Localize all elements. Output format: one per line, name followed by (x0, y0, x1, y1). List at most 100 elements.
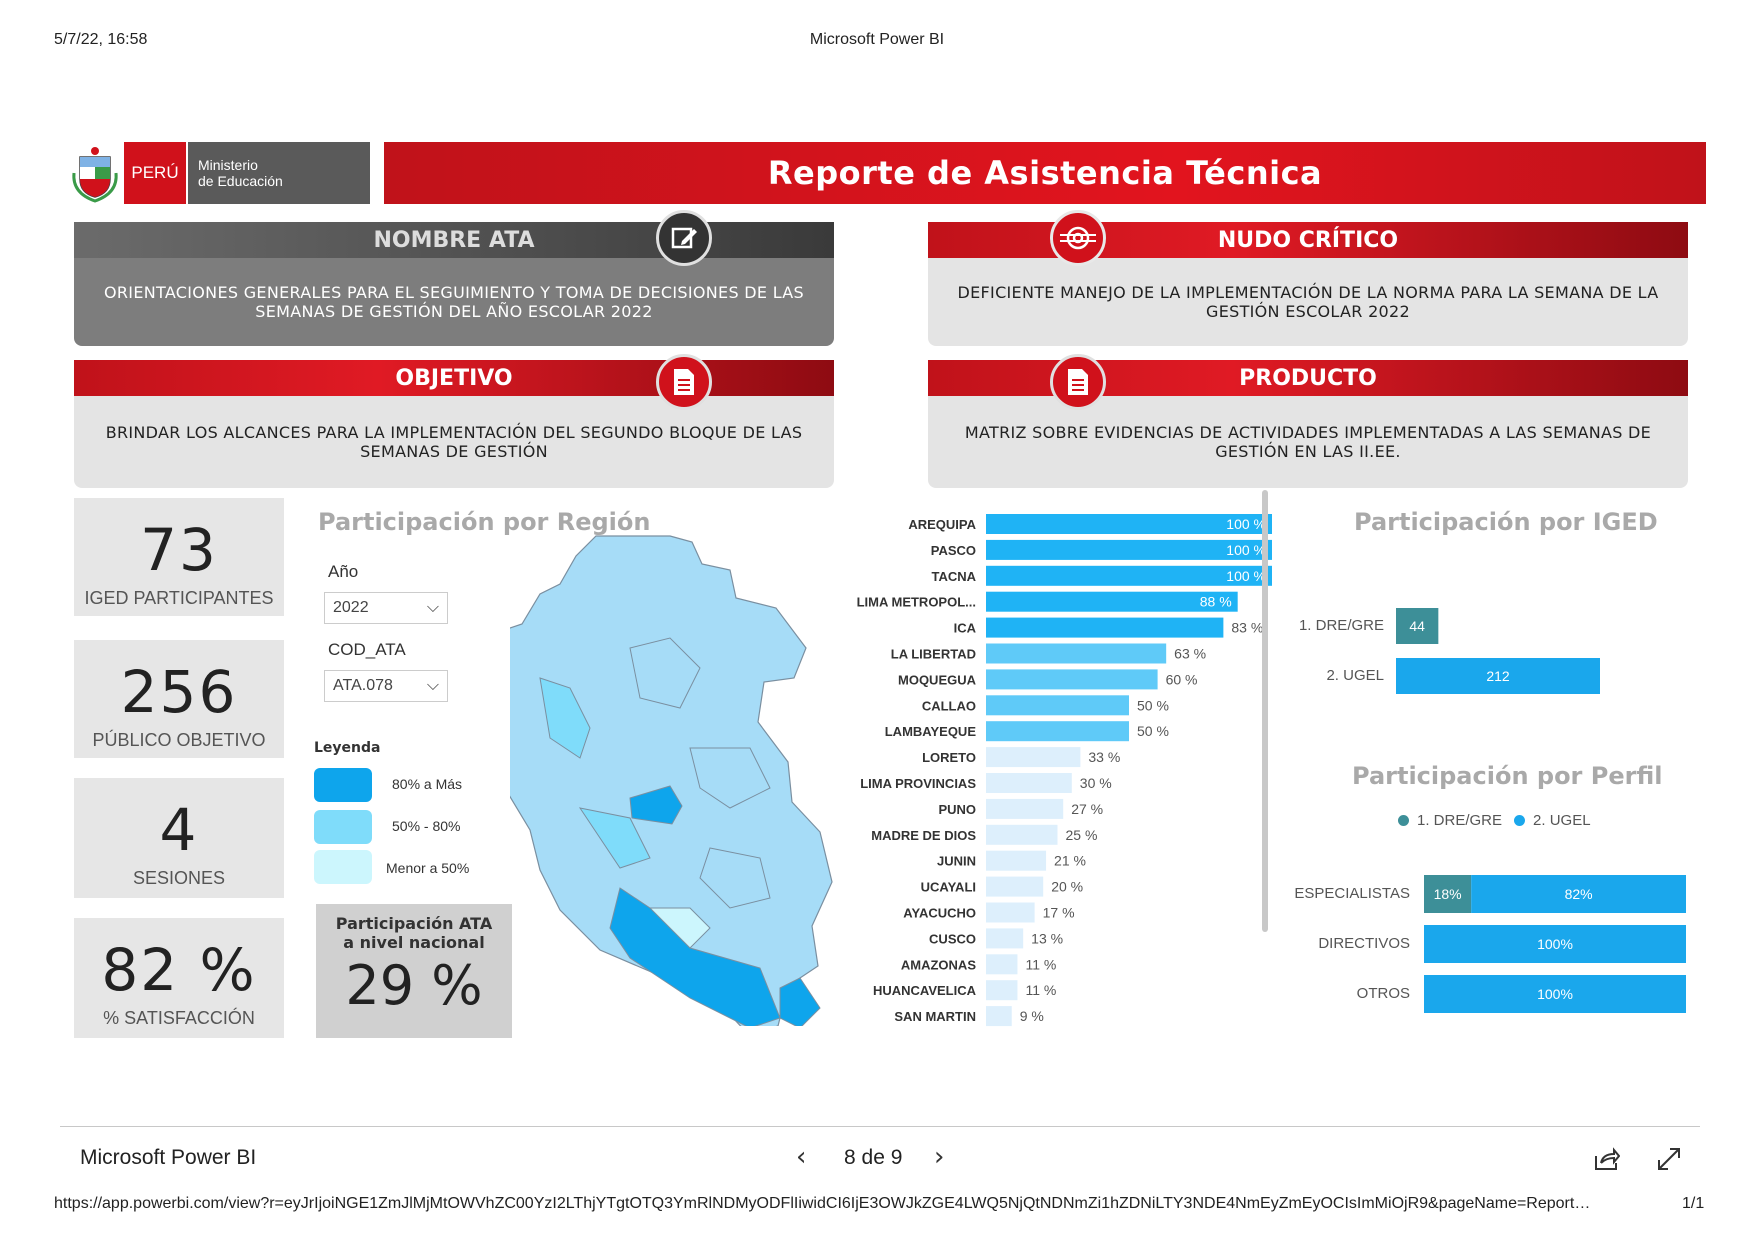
bar[interactable] (986, 669, 1158, 690)
category-label: MADRE DE DIOS (871, 828, 976, 843)
data-label: 20 % (1051, 879, 1083, 895)
kpi-label: PÚBLICO OBJETIVO (92, 730, 266, 750)
bar[interactable] (986, 591, 1238, 612)
data-label: 212 (1486, 668, 1510, 684)
print-title: Microsoft Power BI (809, 31, 945, 48)
bar[interactable] (986, 876, 1044, 897)
next-page-icon[interactable]: › (934, 1142, 945, 1172)
category-label: HUANCAVELICA (873, 983, 977, 998)
legend-dot (1514, 815, 1526, 826)
category-label: 2. UGEL (1326, 667, 1384, 684)
bar-segment[interactable] (1424, 925, 1686, 963)
ministry-line-1: Ministerio (198, 157, 258, 173)
bar[interactable] (986, 798, 1064, 819)
category-label: AYACUCHO (903, 906, 976, 921)
cod-ata-dropdown[interactable]: ATA.078 ⌵ (324, 670, 448, 702)
kpi-publico: 256 PÚBLICO OBJETIVO (74, 640, 284, 758)
bar[interactable] (986, 617, 1224, 638)
page-indicator: 8 de 9 (844, 1146, 903, 1169)
bar-segment[interactable] (1471, 875, 1686, 913)
data-label: 100% (1537, 936, 1573, 952)
bar[interactable] (986, 695, 1129, 716)
prev-page-icon[interactable]: ‹ (796, 1142, 807, 1172)
share-icon[interactable] (1592, 1146, 1620, 1172)
data-label: 21 % (1054, 853, 1086, 869)
year-label: Año (328, 562, 359, 581)
legend-label: 80% a Más (392, 776, 463, 792)
bar[interactable] (986, 824, 1058, 845)
category-label: TACNA (931, 569, 976, 584)
chevron-down-icon: ⌵ (426, 599, 439, 616)
category-label: MOQUEGUA (898, 672, 977, 687)
bar[interactable] (986, 954, 1018, 975)
document-icon (656, 354, 712, 410)
objetivo-header: OBJETIVO (74, 360, 834, 396)
chart-scrollbar[interactable] (1262, 490, 1268, 932)
data-label: 50 % (1137, 697, 1169, 713)
document-icon (1050, 354, 1106, 410)
print-page: 1/1 (1682, 1195, 1705, 1212)
legend-label: Menor a 50% (386, 860, 470, 876)
national-participation-card: Participación ATA a nivel nacional 29 % (316, 904, 512, 1038)
bar[interactable] (986, 850, 1047, 871)
category-label: ESPECIALISTAS (1294, 885, 1410, 902)
category-label: SAN MARTIN (894, 1009, 976, 1024)
nombre-ata-header: NOMBRE ATA (74, 222, 834, 258)
national-value: 29 % (345, 954, 483, 1017)
category-label: OTROS (1357, 985, 1410, 1002)
bar[interactable] (986, 643, 1167, 664)
category-label: PASCO (931, 543, 976, 558)
bar[interactable] (986, 902, 1035, 923)
data-label: 25 % (1066, 827, 1098, 843)
category-label: LA LIBERTAD (891, 647, 976, 662)
data-label: 88 % (1200, 594, 1232, 610)
peru-region-map[interactable] (510, 528, 850, 1026)
data-label: 13 % (1031, 930, 1063, 946)
category-label: 1. DRE/GRE (1299, 617, 1384, 634)
bar[interactable] (986, 721, 1129, 742)
national-title-1: Participación ATA (335, 914, 493, 933)
warning-knot-icon (1050, 210, 1106, 266)
kpi-label: SESIONES (132, 868, 226, 888)
legend-label: 1. DRE/GRE (1417, 812, 1503, 829)
region-bar-chart: AREQUIPA 100 % PASCO 100 % TACNA 100 % LIMA ME… (857, 514, 1272, 1027)
bar[interactable] (1396, 608, 1439, 644)
bar[interactable] (986, 980, 1018, 1001)
data-label: 82% (1565, 886, 1593, 902)
legend-swatch (314, 768, 372, 802)
bar[interactable] (986, 747, 1081, 768)
data-label: 100 % (1226, 568, 1266, 584)
bar[interactable] (986, 928, 1024, 949)
category-label: AMAZONAS (901, 957, 976, 972)
nudo-critico-header: NUDO CRÍTICO (928, 222, 1688, 258)
iged-bar-chart: 1. DRE/GRE 44 2. UGEL 212 (1299, 608, 1600, 694)
category-label: LAMBAYEQUE (885, 724, 977, 739)
nombre-ata-text: ORIENTACIONES GENERALES PARA EL SEGUIMIE… (74, 258, 834, 346)
bar[interactable] (986, 773, 1072, 793)
data-label: 50 % (1137, 723, 1169, 739)
bar-segment[interactable] (1424, 975, 1686, 1013)
data-label: 83 % (1231, 620, 1263, 636)
bar[interactable] (986, 514, 1272, 534)
bar[interactable] (986, 1006, 1012, 1027)
kpi-value: 73 (140, 516, 218, 584)
report-title: Reporte de Asistencia Técnica (384, 142, 1706, 204)
category-label: LIMA METROPOL... (857, 595, 976, 610)
fullscreen-icon[interactable] (1656, 1146, 1682, 1172)
category-label: PUNO (938, 802, 976, 817)
year-value: 2022 (333, 599, 369, 616)
bar[interactable] (986, 565, 1272, 586)
print-url: https://app.powerbi.com/view?r=eyJrIjoiN… (54, 1195, 1591, 1212)
bar[interactable] (1396, 658, 1600, 694)
data-label: 100 % (1226, 542, 1266, 558)
data-label: 11 % (1025, 982, 1056, 998)
nudo-critico-text: DEFICIENTE MANEJO DE LA IMPLEMENTACIÓN D… (928, 258, 1688, 346)
kpi-value: 82 % (101, 936, 257, 1004)
data-label: 44 (1409, 618, 1425, 634)
producto-text: MATRIZ SOBRE EVIDENCIAS DE ACTIVIDADES I… (928, 396, 1688, 488)
cod-ata-label: COD_ATA (328, 640, 406, 659)
year-dropdown[interactable]: 2022 ⌵ (324, 592, 448, 624)
legend-dot (1398, 815, 1409, 826)
bar[interactable] (986, 539, 1272, 560)
bar-segment[interactable] (1424, 875, 1472, 913)
